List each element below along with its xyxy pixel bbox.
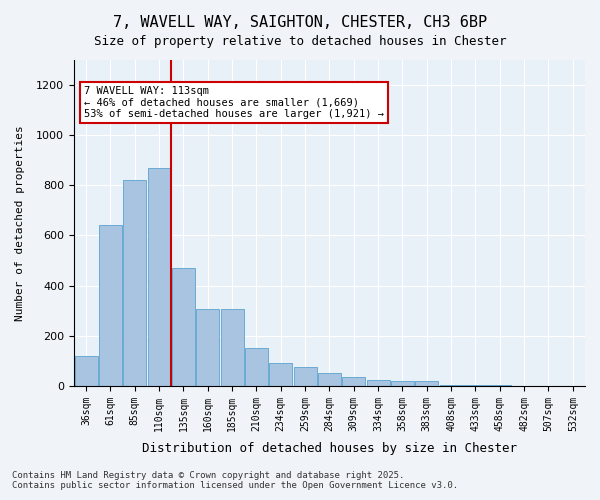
Bar xyxy=(74,356,98,386)
Bar xyxy=(172,268,195,386)
X-axis label: Distribution of detached houses by size in Chester: Distribution of detached houses by size … xyxy=(142,442,517,455)
Text: 7 WAVELL WAY: 113sqm
← 46% of detached houses are smaller (1,669)
53% of semi-de: 7 WAVELL WAY: 113sqm ← 46% of detached h… xyxy=(84,86,384,120)
Bar xyxy=(415,381,439,386)
Bar xyxy=(293,367,317,386)
Bar xyxy=(440,384,463,386)
Bar xyxy=(269,364,292,386)
Bar xyxy=(99,226,122,386)
Bar xyxy=(148,168,170,386)
Text: 7, WAVELL WAY, SAIGHTON, CHESTER, CH3 6BP: 7, WAVELL WAY, SAIGHTON, CHESTER, CH3 6B… xyxy=(113,15,487,30)
Text: Contains HM Land Registry data © Crown copyright and database right 2025.
Contai: Contains HM Land Registry data © Crown c… xyxy=(12,470,458,490)
Bar xyxy=(318,374,341,386)
Bar xyxy=(245,348,268,386)
Bar xyxy=(367,380,390,386)
Bar xyxy=(221,310,244,386)
Bar xyxy=(342,377,365,386)
Bar xyxy=(391,381,414,386)
Bar xyxy=(196,310,220,386)
Bar xyxy=(464,384,487,386)
Bar xyxy=(123,180,146,386)
Text: Size of property relative to detached houses in Chester: Size of property relative to detached ho… xyxy=(94,35,506,48)
Y-axis label: Number of detached properties: Number of detached properties xyxy=(15,125,25,321)
